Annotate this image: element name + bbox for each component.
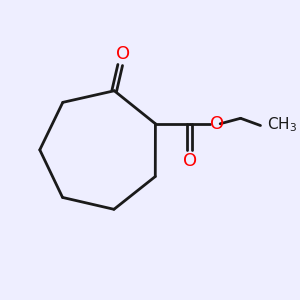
Text: O: O — [116, 45, 130, 63]
Text: CH$_3$: CH$_3$ — [267, 115, 297, 134]
Text: O: O — [210, 115, 224, 133]
Text: O: O — [183, 152, 197, 170]
